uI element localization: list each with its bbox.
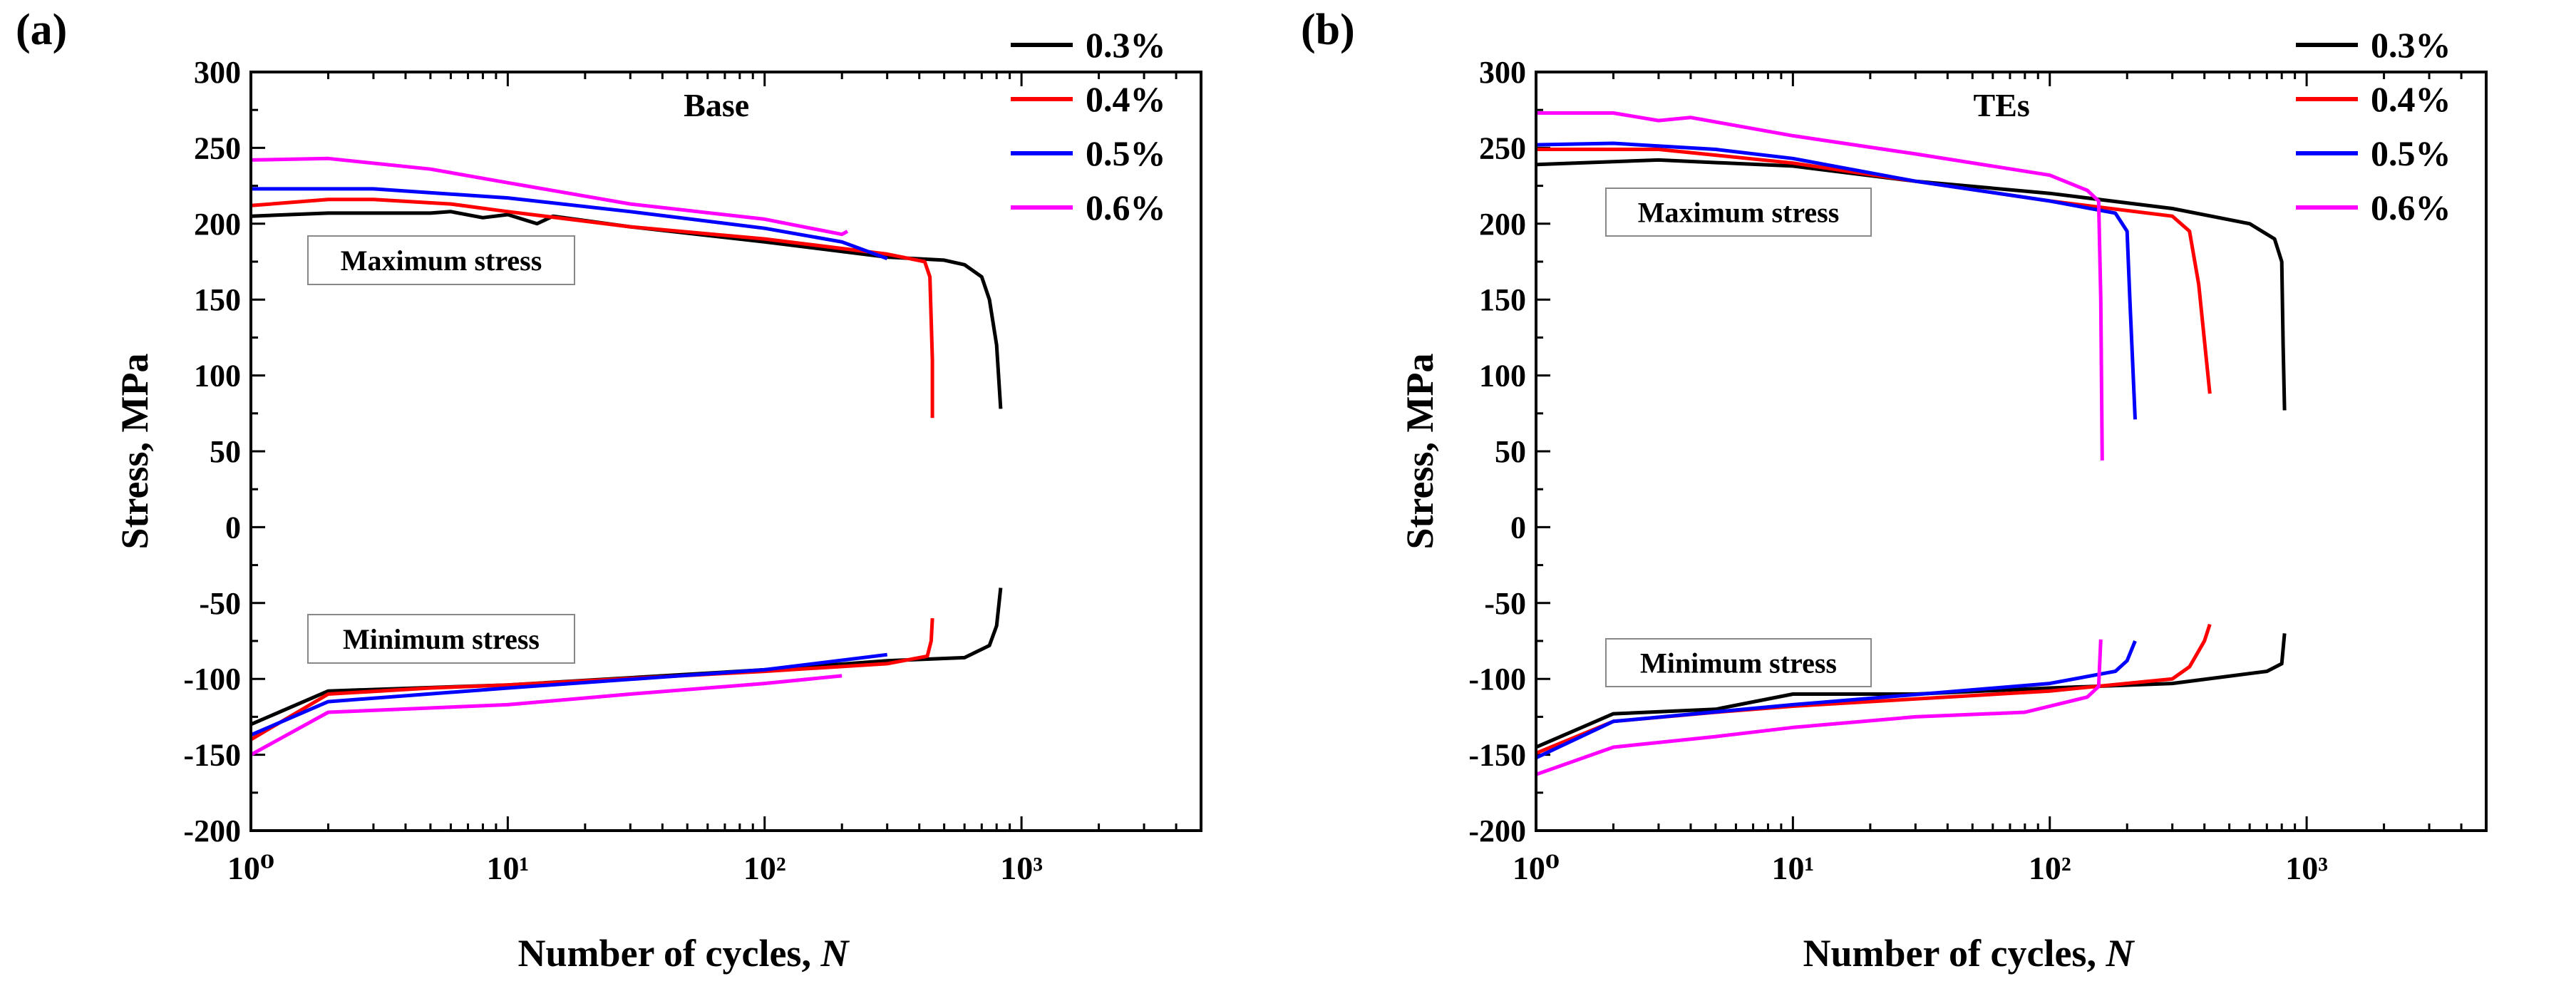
y-tick-label: 250 xyxy=(1479,130,1526,165)
y-axis-title: Stress, MPa xyxy=(113,354,156,550)
legend-label: 0.4% xyxy=(1086,79,1166,119)
x-axis-title-variable: N xyxy=(820,932,850,975)
y-tick-label: -200 xyxy=(183,813,241,848)
y-tick-label: 200 xyxy=(1479,207,1526,242)
y-tick-label: 50 xyxy=(210,434,241,469)
x-tick-label: 10¹ xyxy=(486,850,529,886)
y-tick-label: -50 xyxy=(199,586,241,621)
panel-title: Base xyxy=(684,87,749,123)
panel-title: TEs xyxy=(1974,87,2030,123)
y-axis-title: Stress, MPa xyxy=(1398,354,1441,550)
y-tick-label: 100 xyxy=(1479,359,1526,394)
y-tick-label: 50 xyxy=(1495,434,1526,469)
x-tick-label: 10³ xyxy=(2285,850,2328,886)
series-04-max-line xyxy=(251,197,934,419)
series-06-max-line xyxy=(1536,111,2104,461)
series-03-min-line xyxy=(1536,633,2287,749)
maximum-stress-box xyxy=(1605,188,1872,237)
x-tick-label: 10² xyxy=(2029,850,2071,886)
series-05-max-line xyxy=(1536,141,2137,420)
plot-frame xyxy=(249,71,1202,832)
series-04-max-line xyxy=(1536,148,2212,394)
y-tick-label: 0 xyxy=(225,510,241,545)
legend-label: 0.6% xyxy=(2371,188,2451,227)
y-tick-label: -200 xyxy=(1468,813,1526,848)
y-tick-label: -150 xyxy=(183,738,241,773)
y-tick-label: -100 xyxy=(183,662,241,697)
series-05-max-line xyxy=(251,187,888,261)
plot-frame xyxy=(1535,71,2488,832)
series-06-min-line xyxy=(1536,639,2103,776)
y-tick-label: -100 xyxy=(1468,662,1526,697)
legend-label: 0.3% xyxy=(1086,25,1166,65)
maximum-stress-box xyxy=(307,235,575,285)
x-tick-label: 10² xyxy=(743,850,786,886)
panel-label: (b) xyxy=(1301,6,1355,54)
minimum-stress-box xyxy=(1605,638,1872,687)
series-06-max-line xyxy=(251,156,849,237)
y-tick-label: 200 xyxy=(194,207,241,242)
y-tick-label: 0 xyxy=(1510,510,1526,545)
minimum-stress-label: Minimum stress xyxy=(343,623,540,655)
y-tick-label: 250 xyxy=(194,130,241,165)
y-tick-label: 100 xyxy=(194,359,241,394)
legend-label: 0.4% xyxy=(2371,79,2451,119)
series-03-max-line xyxy=(1536,158,2287,411)
x-axis-title: Number of cycles, N xyxy=(1803,932,2135,975)
legend-label: 0.6% xyxy=(1086,188,1166,227)
x-axis-title-variable: N xyxy=(2105,932,2135,975)
y-tick-label: 150 xyxy=(194,282,241,317)
panel-label: (a) xyxy=(16,6,67,54)
x-axis-title-text: Number of cycles, xyxy=(1803,932,2106,975)
series-06-min-line xyxy=(251,674,843,756)
maximum-stress-label: Maximum stress xyxy=(341,245,542,277)
x-tick-label: 10⁰ xyxy=(1513,850,1560,886)
maximum-stress-label: Maximum stress xyxy=(1638,197,1840,229)
series-05-min-line xyxy=(1536,640,2137,760)
x-tick-label: 10³ xyxy=(1000,850,1043,886)
legend-label: 0.5% xyxy=(2371,133,2451,173)
panel-b: (b) 10⁰ 10¹ 10² 10³ 300 250 200 150 100 50 0 -50 -100… xyxy=(1301,6,2488,975)
panel-a: (a) 10⁰ 10¹ 10² 10³ 300 250 200 150 100 50 0 -50 -100… xyxy=(16,6,1202,975)
y-tick-label: 300 xyxy=(1479,55,1526,90)
x-tick-label: 10⁰ xyxy=(227,850,274,886)
x-tick-label: 10¹ xyxy=(1771,850,1814,886)
y-tick-label: 300 xyxy=(194,55,241,90)
x-axis-title: Number of cycles, N xyxy=(518,932,850,975)
legend-label: 0.5% xyxy=(1086,133,1166,173)
minimum-stress-label: Minimum stress xyxy=(1640,647,1837,679)
y-tick-label: -50 xyxy=(1484,586,1526,621)
minimum-stress-box xyxy=(307,614,575,664)
legend-label: 0.3% xyxy=(2371,25,2451,65)
series-05-min-line xyxy=(251,652,888,737)
x-axis-title-text: Number of cycles, xyxy=(518,932,821,975)
y-tick-label: -150 xyxy=(1468,738,1526,773)
y-tick-label: 150 xyxy=(1479,282,1526,317)
